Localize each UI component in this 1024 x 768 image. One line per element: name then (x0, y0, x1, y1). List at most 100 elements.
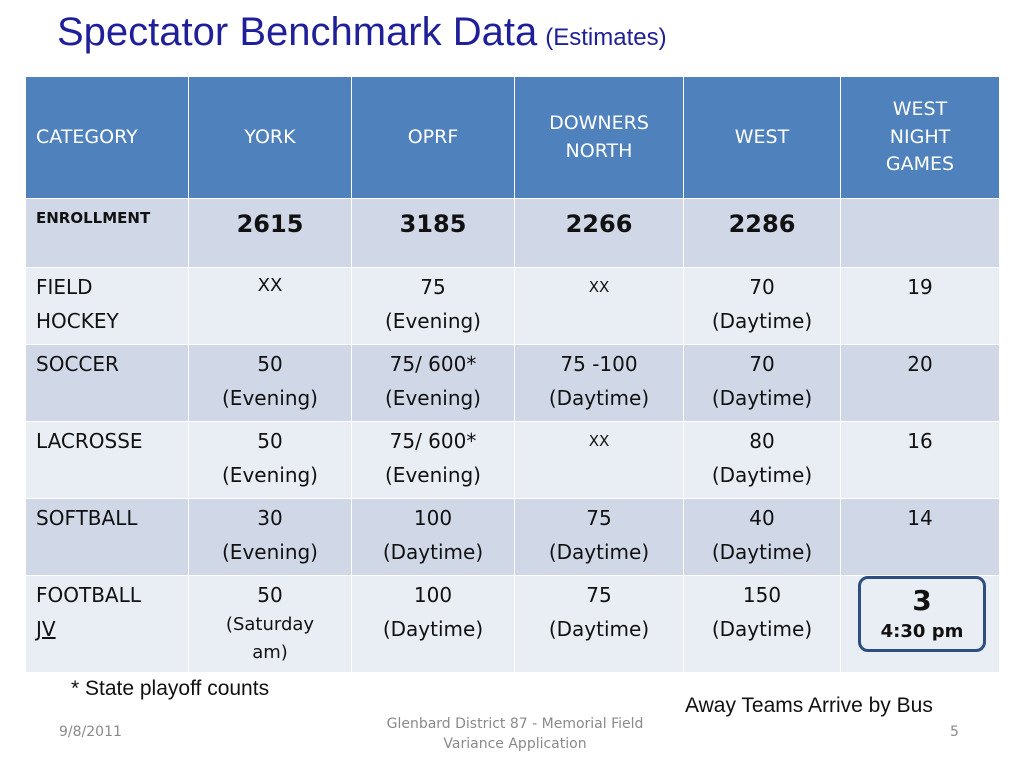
cell-line: 80 (749, 429, 775, 453)
slide-title-main: Spectator Benchmark Data (57, 10, 538, 54)
enrollment-west: 2286 (683, 198, 841, 268)
header-night-line: NIGHT (889, 125, 951, 148)
header-night-line: GAMES (885, 153, 955, 176)
row-category: FOOTBALL JV (25, 575, 189, 673)
table-row: SOFTBALL 30 (Evening) 100 (Daytime) 75 (… (25, 498, 1000, 576)
header-downers-north: DOWNERS NORTH (514, 76, 684, 199)
header-york: YORK (188, 76, 352, 199)
cell-line: (Evening) (385, 463, 481, 487)
header-downers-line: NORTH (565, 139, 633, 162)
cell-line: 75 (586, 583, 612, 607)
cell-line: (Daytime) (548, 386, 650, 410)
table-row: FOOTBALL JV 50 (Saturday am) 100 (Daytim… (25, 575, 1000, 673)
cell-line: (Daytime) (711, 463, 813, 487)
cell-line: (Daytime) (711, 540, 813, 564)
row-category: LACROSSE (25, 421, 189, 499)
row-category: FIELD HOCKEY (25, 267, 189, 345)
cell-line: am) (252, 642, 288, 663)
cell-downers-north: XX (514, 421, 684, 499)
cell-line: 50 (257, 583, 283, 607)
cell-line: 50 (257, 429, 283, 453)
cell-line: 19 (907, 275, 933, 299)
cell-downers-north: 75 -100 (Daytime) (514, 344, 684, 422)
cell-line: 16 (907, 429, 933, 453)
cell-line: (Evening) (222, 540, 318, 564)
category-line: FOOTBALL (36, 583, 141, 607)
cell-york: 30 (Evening) (188, 498, 352, 576)
cell-line: 20 (907, 352, 933, 376)
cell-west: 70 (Daytime) (683, 344, 841, 422)
cell-line: 70 (749, 352, 775, 376)
footer-title-line: Glenbard District 87 - Memorial Field (386, 716, 644, 732)
enrollment-label: ENROLLMENT (25, 198, 189, 268)
table-row: FIELD HOCKEY XX 75 (Evening) XX 70 (Dayt… (25, 267, 1000, 345)
cell-line: (Evening) (385, 309, 481, 333)
cell-line: (Daytime) (711, 309, 813, 333)
category-line: HOCKEY (36, 309, 119, 333)
header-row: CATEGORY YORK OPRF DOWNERS NORTH WEST WE… (25, 76, 1000, 199)
header-oprf: OPRF (351, 76, 515, 199)
cell-line: 100 (413, 506, 453, 530)
header-category: CATEGORY (25, 76, 189, 199)
cell-line: 50 (257, 352, 283, 376)
cell-line: (Daytime) (548, 540, 650, 564)
cell-line: XX (588, 432, 610, 450)
enrollment-oprf: 3185 (351, 198, 515, 268)
category-line: SOCCER (36, 352, 119, 376)
cell-line: XX (257, 275, 283, 296)
cell-line: 75 -100 (560, 352, 638, 376)
row-category: SOCCER (25, 344, 189, 422)
cell-downers-north: XX (514, 267, 684, 345)
cell-york: 50 (Saturday am) (188, 575, 352, 673)
cell-line: 40 (749, 506, 775, 530)
cell-line: (Saturday (225, 614, 315, 635)
cell-oprf: 75/ 600* (Evening) (351, 344, 515, 422)
cell-line: (Evening) (385, 386, 481, 410)
footer-date: 9/8/2011 (59, 724, 122, 740)
cell-line: 70 (749, 275, 775, 299)
cell-west: 80 (Daytime) (683, 421, 841, 499)
header-west: WEST (683, 76, 841, 199)
cell-west-night: 16 (840, 421, 1000, 499)
header-west-night-games: WEST NIGHT GAMES (840, 76, 1000, 199)
header-night-line: WEST (892, 98, 948, 121)
cell-york: XX (188, 267, 352, 345)
category-line: JV (36, 617, 56, 641)
slide-title: Spectator Benchmark Data (Estimates) (57, 10, 667, 55)
highlight-count: 3 (912, 584, 932, 617)
cell-west: 70 (Daytime) (683, 267, 841, 345)
category-line: FIELD (36, 275, 93, 299)
enrollment-west-night (840, 198, 1000, 268)
enrollment-downers-north: 2266 (514, 198, 684, 268)
cell-west-night: 19 (840, 267, 1000, 345)
category-line: LACROSSE (36, 429, 143, 453)
cell-oprf: 100 (Daytime) (351, 575, 515, 673)
highlight-box: 3 4:30 pm (858, 576, 986, 652)
cell-line: (Daytime) (382, 617, 484, 641)
footer-title-line: Variance Application (443, 736, 587, 752)
enrollment-york: 2615 (188, 198, 352, 268)
cell-west-night: 3 4:30 pm (840, 575, 1000, 673)
cell-line: 30 (257, 506, 283, 530)
cell-line: 75/ 600* (389, 352, 477, 376)
cell-line: 100 (413, 583, 453, 607)
cell-west-night: 14 (840, 498, 1000, 576)
cell-line: 75 (586, 506, 612, 530)
playoff-footnote: * State playoff counts (71, 677, 270, 700)
cell-oprf: 75 (Evening) (351, 267, 515, 345)
cell-line: 14 (907, 506, 933, 530)
cell-west: 40 (Daytime) (683, 498, 841, 576)
cell-line: 75/ 600* (389, 429, 477, 453)
away-teams-note: Away Teams Arrive by Bus (685, 694, 933, 717)
cell-line: 150 (742, 583, 782, 607)
cell-line: (Evening) (222, 463, 318, 487)
cell-downers-north: 75 (Daytime) (514, 575, 684, 673)
cell-west: 150 (Daytime) (683, 575, 841, 673)
cell-line: (Daytime) (382, 540, 484, 564)
header-downers-line: DOWNERS (549, 111, 649, 134)
cell-line: (Daytime) (548, 617, 650, 641)
cell-oprf: 100 (Daytime) (351, 498, 515, 576)
footer-page-number: 5 (950, 724, 959, 740)
cell-york: 50 (Evening) (188, 344, 352, 422)
category-line: SOFTBALL (36, 506, 138, 530)
